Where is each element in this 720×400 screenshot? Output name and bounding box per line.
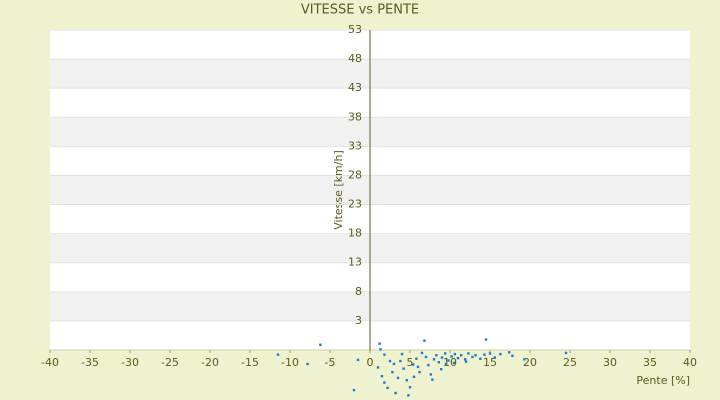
point xyxy=(408,386,412,389)
point xyxy=(376,366,380,369)
point xyxy=(508,351,511,354)
x-tick-label: 15 xyxy=(483,356,497,369)
point xyxy=(453,352,456,356)
y-tick-label: 53 xyxy=(348,23,362,36)
y-axis-label: Vitesse [km/h] xyxy=(332,150,345,230)
point xyxy=(437,361,440,364)
x-tick-label: -40 xyxy=(41,356,59,369)
point xyxy=(493,356,496,359)
point xyxy=(484,338,488,341)
point xyxy=(405,379,408,382)
y-tick-label: 3 xyxy=(355,314,362,327)
y-tick-label: 23 xyxy=(348,198,362,211)
point xyxy=(464,360,468,363)
y-tick-label: 13 xyxy=(348,256,362,269)
x-tick-label: 5 xyxy=(407,356,414,369)
point xyxy=(356,358,360,362)
y-tick-label: 43 xyxy=(348,81,362,94)
point xyxy=(386,386,389,390)
point xyxy=(396,376,400,380)
point xyxy=(444,352,447,355)
x-tick-label: 25 xyxy=(563,356,577,369)
point xyxy=(383,381,386,384)
point xyxy=(429,373,432,376)
point xyxy=(352,388,356,392)
x-tick-label: -20 xyxy=(201,356,219,369)
x-tick-label: 20 xyxy=(523,356,537,369)
point xyxy=(418,370,421,374)
point xyxy=(392,362,396,366)
point xyxy=(319,343,322,346)
x-tick-label: 35 xyxy=(643,356,657,369)
point xyxy=(400,352,404,356)
y-tick-label: 38 xyxy=(348,110,362,123)
point xyxy=(440,356,444,359)
x-tick-label: -35 xyxy=(81,356,99,369)
point xyxy=(471,355,474,359)
point xyxy=(378,342,381,345)
point xyxy=(483,353,486,356)
x-tick-label: 10 xyxy=(443,356,457,369)
point xyxy=(306,362,309,366)
point xyxy=(402,367,405,370)
x-axis-label: Pente [%] xyxy=(636,374,690,387)
point xyxy=(456,356,460,360)
point xyxy=(380,374,384,378)
point xyxy=(424,355,428,359)
point xyxy=(467,352,470,355)
point xyxy=(427,363,430,367)
point xyxy=(450,355,453,358)
x-tick-label: 30 xyxy=(603,356,617,369)
point xyxy=(452,361,456,364)
x-tick-label: -30 xyxy=(121,356,139,369)
point xyxy=(383,353,386,356)
point xyxy=(474,354,477,357)
point xyxy=(276,353,280,356)
y-tick-label: 8 xyxy=(355,285,362,298)
point xyxy=(447,359,450,362)
point xyxy=(479,357,482,360)
point xyxy=(488,352,492,355)
point xyxy=(511,354,514,358)
y-tick-label: 48 xyxy=(348,52,362,65)
x-tick-label: -15 xyxy=(241,356,259,369)
y-tick-label: 28 xyxy=(348,168,362,181)
point xyxy=(379,348,382,351)
point xyxy=(407,394,410,397)
x-tick-label: 0 xyxy=(367,356,374,369)
x-tick-label: -10 xyxy=(281,356,299,369)
point xyxy=(564,351,568,355)
point xyxy=(412,363,415,366)
point xyxy=(499,352,502,356)
point xyxy=(394,391,397,395)
point xyxy=(460,354,463,357)
point xyxy=(435,354,438,357)
y-tick-label: 18 xyxy=(348,227,362,240)
x-tick-label: -5 xyxy=(325,356,336,369)
point xyxy=(432,358,436,361)
point xyxy=(412,375,416,378)
point xyxy=(415,357,418,360)
point xyxy=(420,351,424,355)
x-tick-label: -25 xyxy=(161,356,179,369)
point xyxy=(523,358,526,361)
chart-title: VITESSE vs PENTE xyxy=(301,3,419,18)
point xyxy=(391,370,394,374)
point xyxy=(399,359,402,363)
y-tick-label: 33 xyxy=(348,139,362,152)
point xyxy=(416,365,420,369)
point xyxy=(431,378,434,381)
x-tick-label: 40 xyxy=(683,356,697,369)
point xyxy=(464,358,467,361)
point xyxy=(388,359,392,363)
point xyxy=(440,368,443,371)
point xyxy=(423,339,426,342)
point xyxy=(444,362,448,366)
